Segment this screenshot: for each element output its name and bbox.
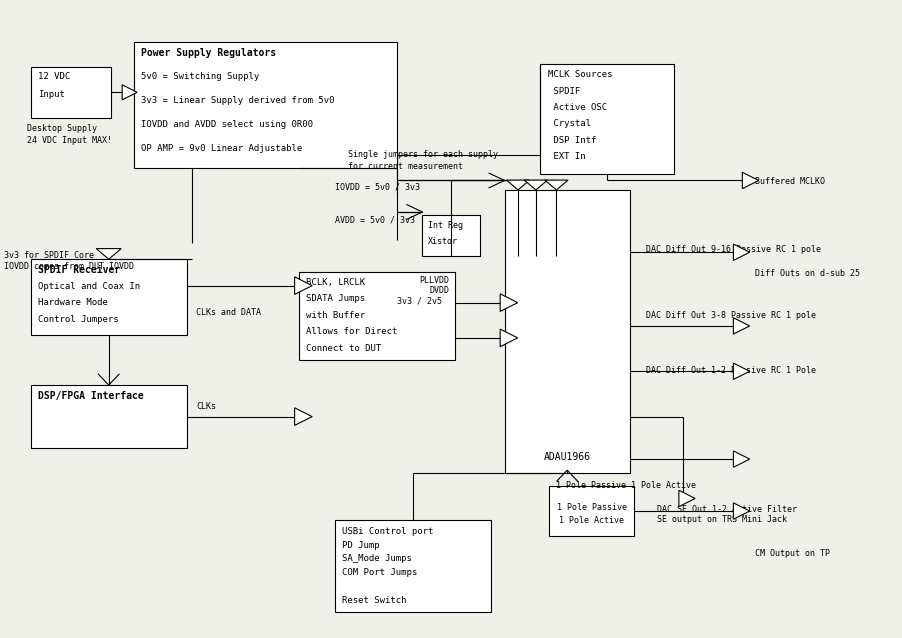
- Text: EXT In: EXT In: [548, 152, 585, 161]
- Text: Optical and Coax In: Optical and Coax In: [38, 282, 140, 291]
- Bar: [31, 259, 188, 335]
- Text: DAC Diff Out 1-2 Passive RC 1 Pole: DAC Diff Out 1-2 Passive RC 1 Pole: [646, 366, 815, 375]
- Text: 3v3 / 2v5: 3v3 / 2v5: [397, 296, 442, 306]
- Text: CM Output on TP: CM Output on TP: [755, 549, 830, 558]
- Text: DSP Intf: DSP Intf: [548, 136, 596, 145]
- Bar: [31, 67, 112, 117]
- Text: DAC Diff Out 9-16 Passive RC 1 pole: DAC Diff Out 9-16 Passive RC 1 pole: [646, 246, 821, 255]
- Text: DAC SE Out 1-2 Active Filter: DAC SE Out 1-2 Active Filter: [657, 505, 796, 514]
- Text: COM Port Jumps: COM Port Jumps: [342, 568, 418, 577]
- Bar: [504, 190, 630, 473]
- Text: MCLK Sources: MCLK Sources: [548, 70, 612, 79]
- Text: Desktop Supply: Desktop Supply: [26, 124, 97, 133]
- Bar: [540, 64, 675, 174]
- Text: Reset Switch: Reset Switch: [342, 596, 407, 605]
- Polygon shape: [524, 180, 548, 190]
- Text: Int Reg: Int Reg: [428, 221, 463, 230]
- Text: DVDD: DVDD: [429, 286, 449, 295]
- Text: DAC Diff Out 3-8 Passive RC 1 pole: DAC Diff Out 3-8 Passive RC 1 pole: [646, 311, 815, 320]
- Text: Crystal: Crystal: [548, 119, 591, 128]
- Text: Active OSC: Active OSC: [548, 103, 607, 112]
- Bar: [422, 215, 481, 256]
- Text: Input: Input: [38, 90, 65, 99]
- Text: for current measurement: for current measurement: [348, 161, 464, 170]
- Polygon shape: [545, 180, 568, 190]
- Polygon shape: [733, 244, 750, 260]
- Text: SE output on TRS Mini Jack: SE output on TRS Mini Jack: [657, 516, 787, 524]
- Text: USBi Control port: USBi Control port: [342, 527, 433, 536]
- Text: Power Supply Regulators: Power Supply Regulators: [141, 48, 276, 58]
- Text: SPDIF: SPDIF: [548, 87, 580, 96]
- Polygon shape: [506, 180, 529, 190]
- Text: Single jumpers for each supply: Single jumpers for each supply: [348, 151, 498, 160]
- Bar: [335, 521, 492, 612]
- Text: with Buffer: with Buffer: [306, 311, 365, 320]
- Text: CLKs and DATA: CLKs and DATA: [197, 308, 262, 316]
- Polygon shape: [733, 363, 750, 380]
- Polygon shape: [295, 277, 312, 295]
- Text: IOVDD and AVDD select using 0R00: IOVDD and AVDD select using 0R00: [141, 120, 313, 129]
- Text: Diff Outs on d-sub 25: Diff Outs on d-sub 25: [755, 269, 860, 278]
- Polygon shape: [500, 329, 518, 346]
- Text: Connect to DUT: Connect to DUT: [306, 343, 382, 353]
- Bar: [299, 272, 456, 360]
- Text: PLLVDD: PLLVDD: [419, 276, 449, 285]
- Polygon shape: [97, 249, 121, 259]
- Polygon shape: [733, 318, 750, 334]
- Bar: [31, 385, 188, 448]
- Text: IOVDD comes from DUT IOVDD: IOVDD comes from DUT IOVDD: [5, 262, 134, 271]
- Text: SA_Mode Jumps: SA_Mode Jumps: [342, 554, 412, 563]
- Text: Allows for Direct: Allows for Direct: [306, 327, 398, 336]
- Text: 12 VDC: 12 VDC: [38, 72, 70, 81]
- Polygon shape: [733, 503, 750, 519]
- Text: CLKs: CLKs: [197, 402, 216, 411]
- Text: SDATA Jumps: SDATA Jumps: [306, 295, 365, 304]
- Text: PD Jump: PD Jump: [342, 540, 380, 550]
- Text: Buffered MCLKO: Buffered MCLKO: [755, 177, 824, 186]
- Text: IOVDD = 5v0 / 3v3: IOVDD = 5v0 / 3v3: [335, 183, 419, 192]
- Text: 5v0 = Switching Supply: 5v0 = Switching Supply: [141, 72, 259, 81]
- Text: ADAU1966: ADAU1966: [544, 452, 591, 462]
- Text: Control Jumpers: Control Jumpers: [38, 315, 119, 323]
- Text: SPDIF Receiver: SPDIF Receiver: [38, 265, 120, 276]
- Text: OP AMP = 9v0 Linear Adjustable: OP AMP = 9v0 Linear Adjustable: [141, 144, 302, 153]
- Polygon shape: [733, 451, 750, 467]
- Text: DSP/FPGA Interface: DSP/FPGA Interface: [38, 391, 144, 401]
- Polygon shape: [679, 490, 695, 507]
- Text: BCLK, LRCLK: BCLK, LRCLK: [306, 278, 365, 287]
- Text: Xistor: Xistor: [428, 237, 457, 246]
- Bar: [133, 42, 398, 168]
- Text: 1 Pole Passive 1 Pole Active: 1 Pole Passive 1 Pole Active: [557, 481, 696, 490]
- Text: 1 Pole Passive: 1 Pole Passive: [557, 503, 627, 512]
- Polygon shape: [295, 408, 312, 426]
- Polygon shape: [500, 294, 518, 311]
- Text: Hardware Mode: Hardware Mode: [38, 298, 108, 308]
- Text: 24 VDC Input MAX!: 24 VDC Input MAX!: [26, 137, 112, 145]
- Text: AVDD = 5v0 / 3v3: AVDD = 5v0 / 3v3: [335, 215, 415, 224]
- Text: 3v3 for SPDIF Core: 3v3 for SPDIF Core: [5, 251, 94, 260]
- Polygon shape: [742, 172, 759, 189]
- Polygon shape: [122, 85, 137, 100]
- Text: 1 Pole Active: 1 Pole Active: [559, 516, 624, 525]
- Text: 3v3 = Linear Supply derived from 5v0: 3v3 = Linear Supply derived from 5v0: [141, 96, 335, 105]
- Bar: [549, 486, 634, 536]
